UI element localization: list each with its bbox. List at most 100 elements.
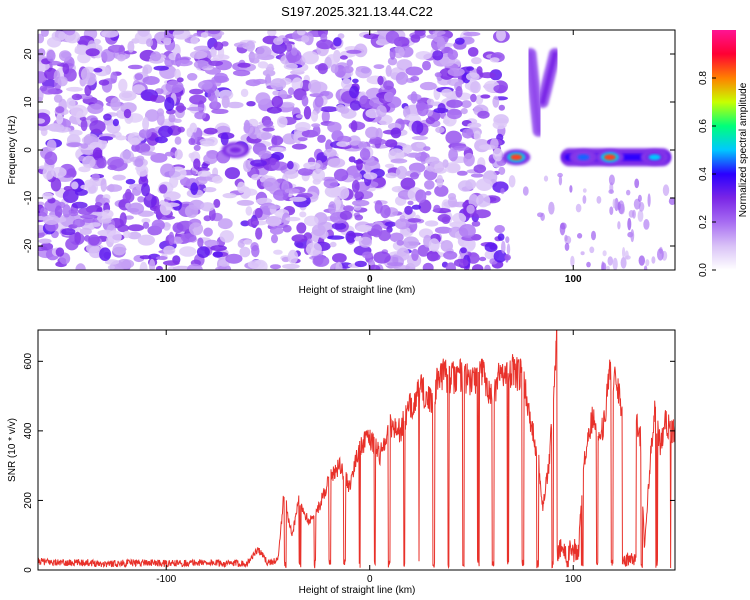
y-tick-label: 10 [23,96,34,108]
spectrogram-cell [436,37,446,51]
spectrogram-cell [53,94,63,103]
spectrogram-cell [39,85,48,92]
spectrogram-cell [348,135,361,146]
spectrogram-cell [174,68,181,80]
spectrogram-cell [456,170,468,176]
spectrogram-cell [142,76,160,85]
spectrogram-cell [596,196,602,204]
spectrogram-cell [193,45,212,52]
spectrogram-cell [66,142,83,148]
spectrogram-cell [467,122,482,129]
spectrogram-cell [127,41,135,53]
spectrogram-cell [548,201,555,215]
spectrogram-cell [137,30,150,37]
spectrogram-cell [443,250,458,260]
spectrogram-cell [189,88,204,95]
spectrogram-cell [423,146,431,152]
spectrogram-cell [80,67,91,82]
spectrogram-feature [229,147,242,153]
spectrogram-cell [414,30,426,37]
spectrogram-cell [494,225,505,234]
spectrogram-cell [645,259,650,267]
spectrogram-cell [373,251,391,264]
spectrogram-cell [256,131,273,140]
spectrogram-cell [607,256,614,266]
spectrogram-cell [196,246,210,258]
spectrogram-cell [622,247,626,258]
spectrogram-cell [359,95,370,108]
spectrogram-cell [617,221,621,230]
spectrogram-cell [186,127,193,138]
spectrogram-cell [470,173,484,178]
spectrogram-cell [99,247,112,261]
spectrogram-cell [142,117,150,131]
spectrogram-cell [385,30,400,44]
spectrogram-cell [417,244,430,257]
spectrogram-cell [668,197,675,205]
spectrogram-cell [257,61,269,69]
spectrogram-cell [273,37,284,45]
spectrogram-cell [339,55,348,60]
spectrogram-cell [150,51,162,62]
spectrogram-cell [201,163,209,169]
spectrogram-cell [186,106,205,111]
spectrogram-cell [123,230,131,239]
spectrogram-cell [564,242,570,251]
spectrogram-cell [291,143,307,150]
spectrogram-cell [220,132,229,146]
spectrogram-cell [411,204,422,210]
spectrogram-cell [200,140,214,147]
spectrogram-cell [130,137,140,146]
spectrogram-cell [82,218,96,224]
spectrogram-cell [333,37,342,47]
spectrogram-cell [479,256,487,262]
spectrogram-cell [180,233,197,243]
spectrogram-cell [62,189,79,204]
spectrogram-cell [582,195,587,204]
spectrogram-cell [193,158,201,170]
y-tick-label: 200 [23,492,34,509]
spectrogram-cell [296,30,306,36]
spectrogram-cell [80,214,98,219]
spectrogram-cell [363,33,380,40]
spectrogram-cell [137,196,145,203]
spectrogram-cell [127,231,142,240]
spectrogram-cell [297,168,313,176]
spectrogram-x-label: Height of straight line (km) [299,285,416,296]
spectrogram-cell [255,92,271,105]
spectrogram-cell [54,205,63,218]
spectrogram-cell [453,145,470,151]
spectrogram-cell [558,175,563,186]
spectrogram-cell [96,157,107,169]
snr-y-ticks: 0 200 400 600 [23,353,675,573]
spectrogram-cell [112,174,126,181]
spectrogram-cell [267,30,277,37]
spectrogram-cell [46,49,56,62]
spectrogram-cell [142,221,150,229]
spectrogram-cell [283,63,298,70]
spectrogram-cell [239,246,251,258]
spectrogram-cell [42,79,58,88]
spectrogram-cell [466,204,475,214]
spectrogram-cell [98,79,110,86]
spectrogram-cell [304,215,319,227]
spectrogram-cell [608,189,614,194]
spectrogram-cell [211,108,229,114]
spectrogram-cell [620,257,627,269]
spectrogram-cell [404,205,413,215]
spectrogram-cell [651,256,656,264]
spectrogram-cell [164,151,175,157]
spectrogram-cell [51,166,67,178]
spectrogram-cell [198,80,213,90]
spectrogram-cell [508,175,516,188]
spectrogram-cell [172,30,191,40]
spectrogram-cell [245,40,255,52]
spectrogram-cell [467,47,479,57]
spectrogram-cell [335,261,343,270]
spectrogram-cell [117,224,129,233]
spectrogram-cell [455,86,463,98]
spectrogram-cell [269,226,284,235]
spectrogram-cell [342,65,354,74]
spectrogram-cell [612,257,618,270]
